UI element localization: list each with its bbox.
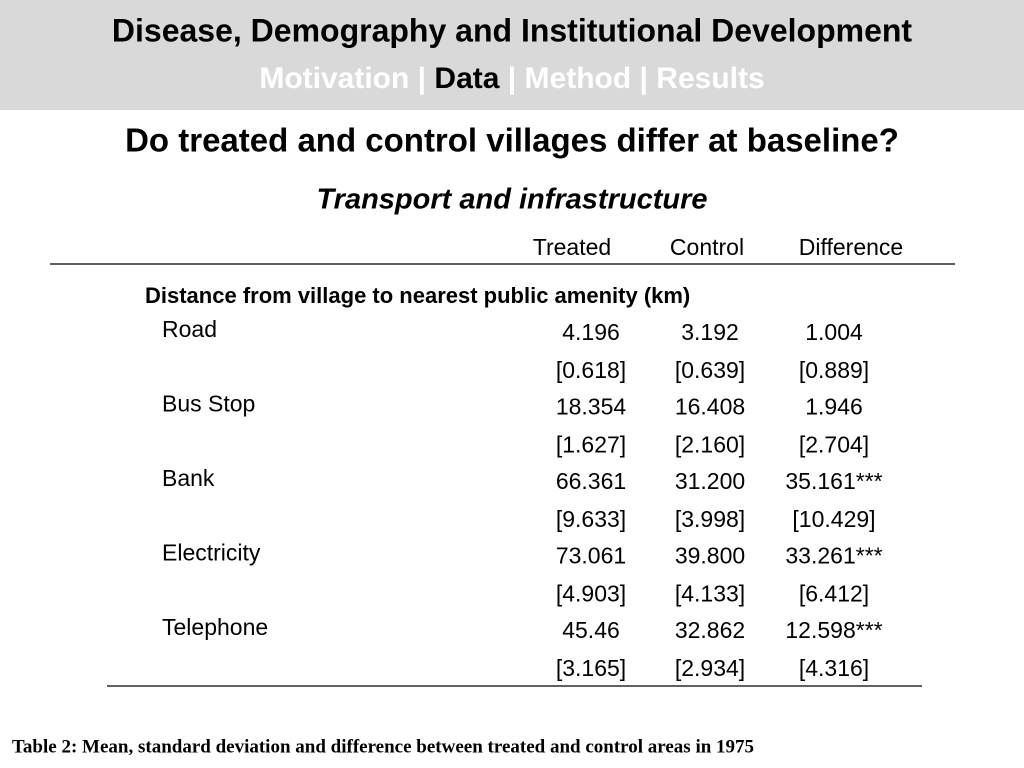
cell-sd: [10.429]	[792, 506, 875, 532]
nav-item: Results	[656, 62, 764, 95]
cell-sd: [4.316]	[799, 655, 869, 681]
column-header: Difference	[799, 234, 903, 260]
heading: Do treated and control villages differ a…	[125, 122, 899, 159]
cell-sd: [0.618]	[556, 357, 626, 383]
slide-title: Disease, Demography and Institutional De…	[112, 12, 913, 48]
cell-sd: [1.627]	[556, 432, 626, 458]
cell-mean: 4.196	[562, 319, 620, 345]
nav-separator: |	[508, 62, 516, 95]
cell-mean: 66.361	[556, 468, 626, 494]
nav-item: Method	[525, 62, 632, 95]
row-label: Electricity	[162, 540, 261, 566]
nav-bar: Motivation | Data | Method | Results	[259, 62, 764, 95]
cell-sd: [3.998]	[675, 506, 745, 532]
cell-mean: 35.161***	[785, 468, 882, 494]
cell-mean: 32.862	[675, 617, 745, 643]
subheading: Transport and infrastructure	[316, 184, 707, 216]
cell-sd: [4.133]	[675, 581, 745, 607]
nav-item: Data	[434, 62, 499, 95]
cell-sd: [6.412]	[799, 581, 869, 607]
cell-mean: 73.061	[556, 543, 626, 569]
cell-mean: 1.946	[805, 394, 863, 420]
cell-mean: 12.598***	[785, 617, 882, 643]
cell-sd: [2.704]	[799, 432, 869, 458]
row-label: Bank	[162, 465, 215, 491]
header-band	[0, 0, 1024, 110]
cell-sd: [4.903]	[556, 581, 626, 607]
table: Treated Control Difference Road 4.196 3.192 1.…	[162, 234, 903, 681]
row-label: Road	[162, 316, 217, 342]
cell-mean: 45.46	[562, 617, 620, 643]
row-label: Bus Stop	[162, 391, 255, 417]
cell-mean: 3.192	[681, 319, 739, 345]
cell-mean: 18.354	[556, 394, 627, 420]
cell-sd: [2.160]	[675, 432, 745, 458]
cell-sd: [9.633]	[556, 506, 626, 532]
cell-sd: [0.639]	[675, 357, 745, 383]
section-label: Distance from village to nearest public …	[145, 283, 690, 308]
cell-sd: [0.889]	[799, 357, 869, 383]
cell-mean: 1.004	[805, 319, 863, 345]
cell-mean: 31.200	[675, 468, 745, 494]
cell-sd: [3.165]	[556, 655, 626, 681]
cell-sd: [2.934]	[675, 655, 745, 681]
nav-separator: |	[640, 62, 648, 95]
cell-mean: 39.800	[675, 543, 745, 569]
cell-mean: 16.408	[675, 394, 745, 420]
nav-item: Motivation	[259, 62, 409, 95]
column-header: Treated	[533, 234, 611, 260]
row-label: Telephone	[162, 614, 268, 640]
column-header: Control	[670, 234, 744, 260]
caption: Table 2: Mean, standard deviation and di…	[12, 736, 754, 757]
cell-mean: 33.261***	[785, 543, 882, 569]
nav-separator: |	[418, 62, 426, 95]
